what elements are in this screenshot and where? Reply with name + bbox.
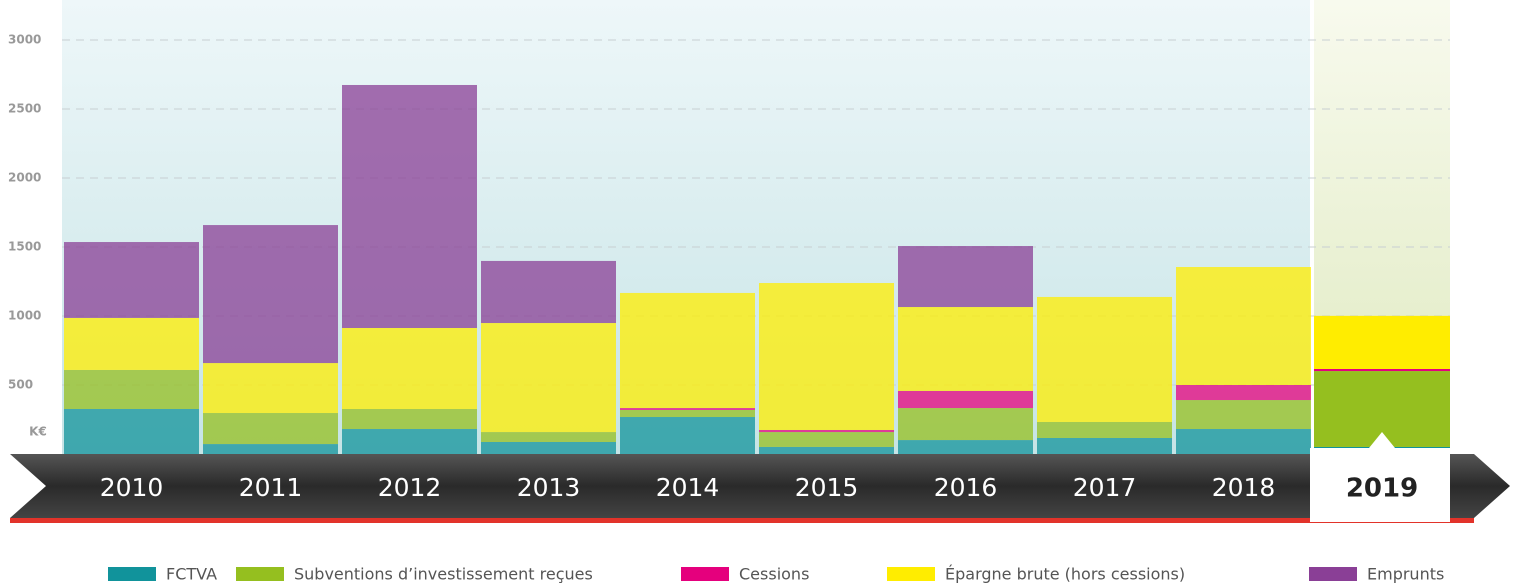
x-tick-label: 2012 <box>378 473 442 502</box>
y-tick-label: 500 <box>8 378 33 392</box>
y-tick-label: 1000 <box>8 309 41 323</box>
bar-segment <box>64 409 199 454</box>
bar-segment <box>481 260 616 324</box>
bar-segment <box>1037 296 1172 422</box>
bar-segment <box>898 246 1033 308</box>
bar-segment <box>1037 421 1172 438</box>
bar-segment <box>203 225 338 364</box>
x-tick-label: 2014 <box>656 473 720 502</box>
bar-segment <box>1176 267 1311 385</box>
banner-stripe <box>10 518 1474 523</box>
bar-segment <box>64 242 199 318</box>
x-tick-label: 2015 <box>795 473 859 502</box>
bar-segment <box>203 413 338 445</box>
legend-label: Cessions <box>739 565 809 584</box>
bar-segment <box>898 440 1033 454</box>
x-tick-label: 2019 <box>1346 474 1418 504</box>
bar-segment <box>481 441 616 454</box>
y-axis-label: K€ <box>29 425 47 439</box>
bar-segment <box>342 429 477 454</box>
x-tick-label: 2016 <box>934 473 998 502</box>
bar-segment <box>1176 385 1311 401</box>
legend-swatch <box>681 567 729 581</box>
legend-label: Emprunts <box>1367 565 1444 584</box>
bar-segment <box>64 317 199 370</box>
legend-swatch <box>108 567 156 581</box>
legend-label: FCTVA <box>166 565 217 584</box>
bar-segment <box>620 292 755 409</box>
y-tick-label: 2500 <box>8 102 41 116</box>
legend-swatch <box>1309 567 1357 581</box>
bar-segment <box>759 283 894 430</box>
bar-segment <box>898 307 1033 391</box>
y-tick-label: 1500 <box>8 240 41 254</box>
bar-segment <box>620 409 755 418</box>
bar-segment <box>342 328 477 410</box>
bar-segment <box>759 429 894 433</box>
bar-segment <box>620 417 755 454</box>
y-tick-label: 2000 <box>8 171 41 185</box>
bar-segment <box>342 84 477 329</box>
x-tick-label: 2018 <box>1212 473 1276 502</box>
x-tick-label: 2011 <box>239 473 303 502</box>
highlight-tab <box>1310 432 1450 522</box>
legend-swatch <box>887 567 935 581</box>
bar-segment <box>1176 400 1311 430</box>
bar-segment <box>898 390 1033 409</box>
bar-segment <box>481 323 616 433</box>
bar-segment <box>1037 437 1172 454</box>
bar-segment <box>898 408 1033 441</box>
bar-segment <box>481 432 616 442</box>
legend-swatch <box>236 567 284 581</box>
bar-segment <box>620 408 755 410</box>
bar-segment <box>203 363 338 414</box>
bar-segment <box>1314 368 1450 372</box>
timeline-banner <box>10 454 1510 518</box>
bar-segment <box>64 369 199 410</box>
x-tick-label: 2013 <box>517 473 581 502</box>
bar-segment <box>1176 429 1311 454</box>
legend-label: Épargne brute (hors cessions) <box>945 565 1185 584</box>
bar-segment <box>759 432 894 447</box>
legend-label: Subventions d’investissement reçues <box>294 565 593 584</box>
bar-segment <box>203 444 338 454</box>
x-tick-label: 2017 <box>1073 473 1137 502</box>
bar-segment <box>342 409 477 430</box>
y-tick-label: 3000 <box>8 33 41 47</box>
x-tick-label: 2010 <box>100 473 164 502</box>
bar-segment <box>1314 315 1450 369</box>
bar-segment <box>759 446 894 454</box>
